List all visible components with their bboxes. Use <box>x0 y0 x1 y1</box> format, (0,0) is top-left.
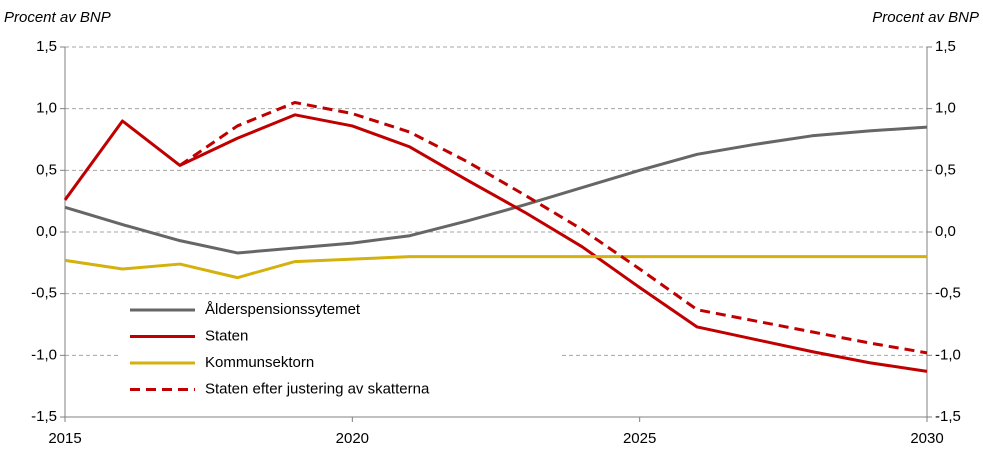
y2-tick-label: 1,5 <box>935 38 956 55</box>
x-tick-label: 2020 <box>336 430 369 447</box>
y-axis-label: Procent av BNP <box>4 9 111 26</box>
legend-label: Staten efter justering av skatterna <box>205 380 430 397</box>
legend-label: Kommunsektorn <box>205 354 314 371</box>
y-tick-label: -1,0 <box>31 346 57 363</box>
legend-label: Ålderspensionssytemet <box>205 301 361 318</box>
x-tick-label: 2015 <box>48 430 81 447</box>
y2-axis-label: Procent av BNP <box>872 9 979 26</box>
series-line <box>63 113 928 373</box>
y2-tick-label: -1,5 <box>935 408 961 425</box>
y-tick-label: 1,0 <box>36 100 57 117</box>
y2-tick-label: 0,0 <box>935 223 956 240</box>
y-tick-label: -1,5 <box>31 408 57 425</box>
x-tick-label: 2025 <box>623 430 656 447</box>
y-tick-label: 0,5 <box>36 161 57 178</box>
y2-tick-label: -1,0 <box>935 346 961 363</box>
series-line <box>179 101 928 355</box>
legend-background <box>120 296 560 406</box>
series-line <box>64 125 928 255</box>
legend-label: Staten <box>205 327 248 344</box>
y2-tick-label: 0,5 <box>935 161 956 178</box>
x-tick-label: 2030 <box>910 430 943 447</box>
y-tick-label: -0,5 <box>31 285 57 302</box>
y2-tick-label: -0,5 <box>935 285 961 302</box>
y-tick-label: 0,0 <box>36 223 57 240</box>
y2-tick-label: 1,0 <box>935 100 956 117</box>
y-tick-label: 1,5 <box>36 38 57 55</box>
series-line <box>64 255 927 280</box>
